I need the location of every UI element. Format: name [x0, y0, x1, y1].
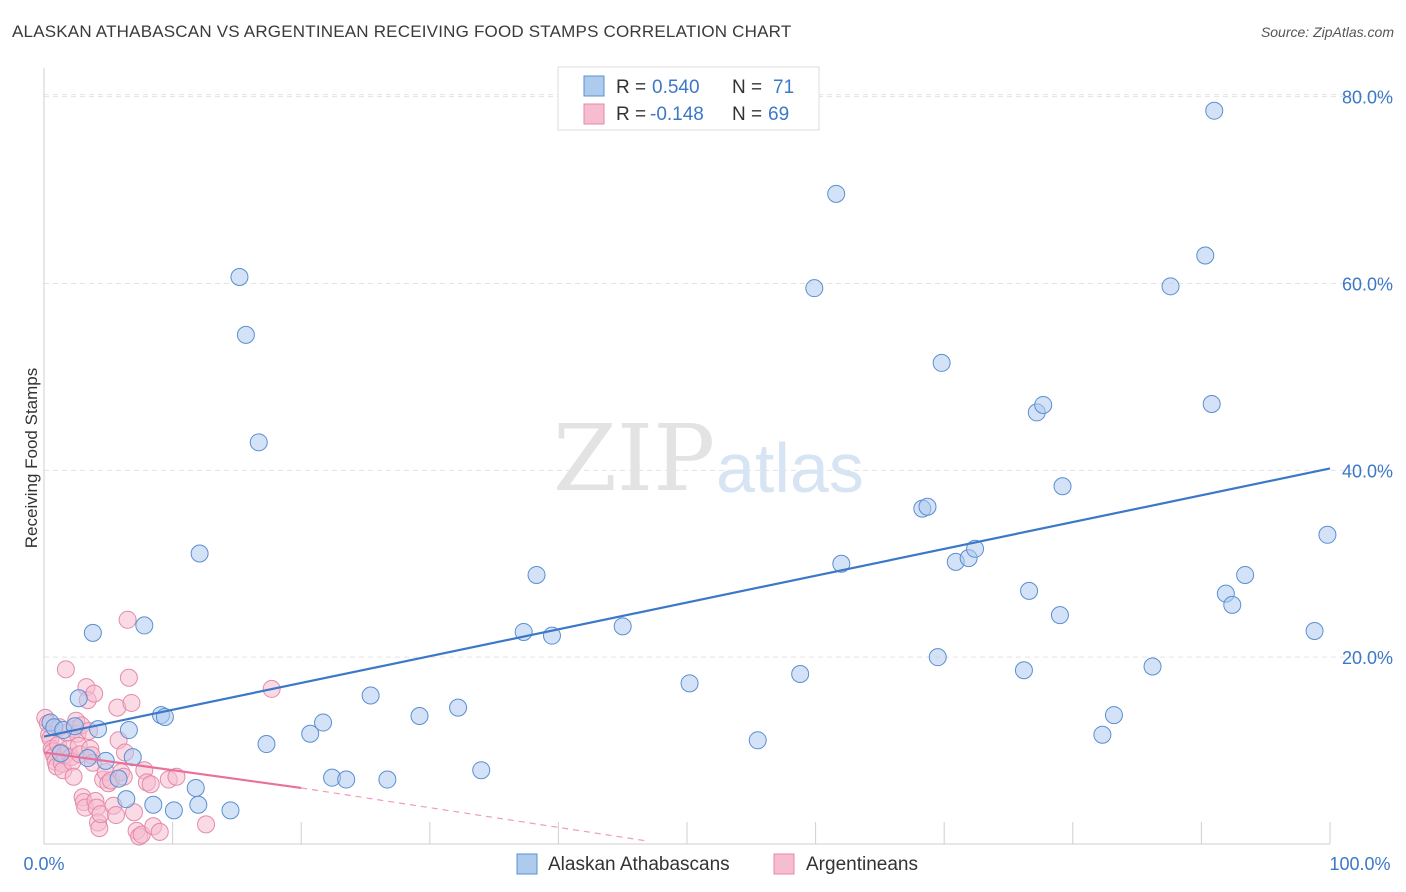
alaskan-point: [186, 778, 205, 797]
alaskan-point: [117, 790, 136, 809]
alaskan-point: [928, 648, 947, 667]
argentinean-point: [56, 660, 75, 679]
alaskan-point: [449, 698, 468, 717]
legend-label-argentineans: Argentineans: [806, 854, 918, 875]
alaskan-point: [164, 801, 183, 820]
alaskan-point: [1014, 661, 1033, 680]
argentinean-point: [197, 815, 216, 834]
alaskan-point: [1034, 395, 1053, 414]
alaskan-point: [314, 713, 333, 732]
legend-n-label-2: N =: [732, 104, 762, 125]
alaskan-point: [83, 623, 102, 642]
trend-lines: [43, 467, 1331, 842]
alaskan-point: [1236, 565, 1255, 584]
alaskan-point: [189, 795, 208, 814]
alaskan-point: [472, 761, 491, 780]
watermark-zip: ZIP: [553, 405, 715, 512]
argentinean-point: [85, 684, 104, 703]
alaskan-point: [190, 544, 209, 563]
argentinean-trend-extension: [301, 787, 649, 842]
y-tick-label: 20.0%: [1342, 648, 1393, 668]
alaskan-point: [832, 554, 851, 573]
legend-swatch-argentineans: [773, 853, 795, 875]
argentinean-point: [141, 775, 160, 794]
alaskan-point: [109, 769, 128, 788]
alaskan-point: [1104, 706, 1123, 725]
x-tick-label-max: 100.0%: [1329, 854, 1390, 874]
alaskan-athabascans-points: [41, 101, 1337, 820]
y-axis-label: Receiving Food Stamps: [22, 368, 41, 548]
y-tick-label: 40.0%: [1342, 461, 1393, 481]
argentinean-trend-line: [43, 751, 302, 790]
alaskan-point: [257, 735, 276, 754]
argentinean-point: [107, 806, 126, 825]
source-label: Source: ZipAtlas.com: [1260, 24, 1394, 40]
legend-r-value-1: 0.540: [652, 77, 700, 98]
argentinean-point: [119, 668, 138, 687]
alaskan-point: [918, 497, 937, 516]
alaskan-point: [236, 325, 255, 344]
legend-label-alaskan: Alaskan Athabascans: [548, 854, 730, 875]
legend-swatch-alaskan: [516, 853, 538, 875]
alaskan-point: [1305, 622, 1324, 641]
blue-swatch: [583, 75, 605, 97]
alaskan-point: [249, 433, 268, 452]
alaskan-point: [932, 353, 951, 372]
argentinean-point: [64, 767, 83, 786]
legend-r-label-2: R =: [616, 104, 646, 125]
alaskan-point: [135, 616, 154, 635]
argentinean-point: [122, 693, 141, 712]
alaskan-point: [1050, 606, 1069, 625]
alaskan-point: [1196, 246, 1215, 265]
alaskan-point: [337, 770, 356, 789]
alaskan-point: [119, 721, 138, 740]
series-legend: Alaskan Athabascans Argentineans: [516, 853, 918, 875]
x-ticks: [43, 822, 1331, 844]
watermark-atlas: atlas: [716, 429, 864, 507]
alaskan-point: [613, 617, 632, 636]
y-tick-labels: 20.0% 40.0% 60.0% 80.0%: [1342, 88, 1393, 668]
alaskan-point: [69, 689, 88, 708]
alaskan-point: [527, 565, 546, 584]
y-tick-label: 60.0%: [1342, 275, 1393, 295]
alaskan-point: [1020, 581, 1039, 600]
alaskan-trend-line: [43, 467, 1331, 738]
legend-n-value-1: 71: [773, 77, 794, 98]
y-tick-label: 80.0%: [1342, 88, 1393, 108]
legend-n-label-1: N =: [732, 77, 762, 98]
alaskan-point: [378, 770, 397, 789]
alaskan-point: [230, 267, 249, 286]
stats-legend: R = 0.540 N = 71 R = -0.148 N = 69: [557, 66, 820, 131]
alaskan-point: [827, 184, 846, 203]
argentinean-point: [118, 610, 137, 629]
alaskan-point: [1053, 477, 1072, 496]
alaskan-point: [1205, 101, 1224, 120]
chart-title: ALASKAN ATHABASCAN VS ARGENTINEAN RECEIV…: [12, 22, 792, 41]
alaskan-point: [1223, 595, 1242, 614]
alaskan-point: [1143, 657, 1162, 676]
alaskan-point: [1318, 525, 1337, 544]
argentinean-point: [167, 767, 186, 786]
alaskan-point: [791, 664, 810, 683]
alaskan-point: [1202, 395, 1221, 414]
alaskan-point: [221, 801, 240, 820]
alaskan-point: [1161, 277, 1180, 296]
argentinean-point: [150, 822, 169, 841]
alaskan-point: [680, 674, 699, 693]
alaskan-point: [144, 795, 163, 814]
alaskan-point: [748, 731, 767, 750]
alaskan-point: [361, 686, 380, 705]
alaskan-point: [301, 724, 320, 743]
legend-n-value-2: 69: [768, 104, 789, 125]
gridlines: [44, 94, 1392, 658]
alaskan-point: [1093, 725, 1112, 744]
alaskan-point: [966, 539, 985, 558]
pink-swatch: [583, 103, 605, 125]
alaskan-point: [410, 707, 429, 726]
alaskan-point: [805, 279, 824, 298]
x-tick-label-min: 0.0%: [23, 854, 64, 874]
legend-r-value-2: -0.148: [650, 104, 704, 125]
legend-r-label-1: R =: [616, 77, 646, 98]
